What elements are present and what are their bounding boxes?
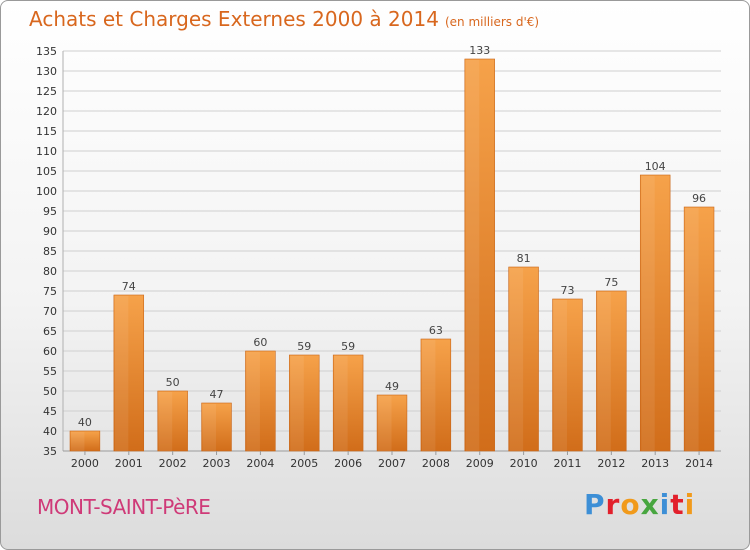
- logo-letter: o: [620, 488, 641, 521]
- bar-highlight: [246, 352, 260, 451]
- x-tick-label: 2010: [510, 457, 538, 470]
- y-tick-label: 95: [43, 205, 57, 218]
- bar-highlight: [378, 396, 392, 451]
- logo-letter: i: [684, 488, 696, 521]
- y-tick-label: 55: [43, 365, 57, 378]
- bar-2005: [289, 354, 320, 452]
- value-label: 49: [385, 380, 399, 393]
- value-label: 73: [560, 284, 574, 297]
- bar-2012: [596, 290, 627, 452]
- value-label: 60: [253, 336, 267, 349]
- y-tick-label: 50: [43, 385, 57, 398]
- chart-unit: (en milliers d'€): [444, 15, 540, 29]
- bar-highlight: [509, 268, 524, 451]
- y-axis-ticks: 35 40 45 50 55 60 65 70 75 80 85 90 95 100 105 110 115 12…: [36, 45, 57, 458]
- value-label: 63: [429, 324, 443, 337]
- x-tick-label: 2003: [203, 457, 231, 470]
- x-tick-label: 2000: [71, 457, 99, 470]
- x-tick-label: 2002: [159, 457, 187, 470]
- y-tick-label: 120: [36, 105, 57, 118]
- bar-2003: [201, 402, 232, 452]
- x-tick-label: 2001: [115, 457, 143, 470]
- y-tick-label: 70: [43, 305, 57, 318]
- logo-letter: r: [605, 488, 621, 521]
- x-tick-label: 2012: [597, 457, 625, 470]
- y-tick-label: 135: [36, 45, 57, 58]
- x-tick-label: 2005: [290, 457, 318, 470]
- y-tick-label: 100: [36, 185, 57, 198]
- bar-2006: [332, 354, 364, 452]
- value-label: 133: [469, 44, 490, 57]
- logo-letter: i: [659, 488, 671, 521]
- bar-2008: [420, 338, 452, 452]
- value-label: 59: [341, 340, 355, 353]
- bar-highlight: [465, 60, 480, 451]
- y-tick-label: 105: [36, 165, 57, 178]
- commune-name: MONT-SAINT-PèRE: [37, 495, 211, 519]
- chart-title: Achats et Charges Externes 2000 à 2014: [29, 7, 439, 31]
- y-tick-label: 60: [43, 345, 57, 358]
- bar-highlight: [202, 404, 217, 451]
- y-tick-label: 45: [43, 405, 57, 418]
- logo-letter: P: [584, 488, 606, 521]
- bar-2010: [508, 266, 539, 452]
- value-label: 81: [517, 252, 531, 265]
- logo-letter: t: [670, 488, 685, 521]
- bar-highlight: [421, 340, 436, 451]
- bar-highlight: [158, 392, 173, 451]
- value-label: 59: [297, 340, 311, 353]
- bar-highlight: [685, 208, 699, 451]
- bar-highlight: [641, 176, 655, 451]
- value-label: 40: [78, 416, 92, 429]
- y-tick-label: 35: [43, 445, 57, 458]
- value-label: 50: [166, 376, 180, 389]
- logo-letter: x: [640, 488, 660, 521]
- x-axis-ticks: 2000 2001 2002 2003 2004 2005 2006 2007 2008 2009…: [71, 451, 713, 470]
- bar-2011: [552, 298, 583, 452]
- bar-highlight: [290, 356, 304, 451]
- y-tick-label: 110: [36, 145, 57, 158]
- value-label: 74: [122, 280, 136, 293]
- value-label: 47: [210, 388, 224, 401]
- bar-2002: [157, 390, 188, 452]
- bar-2013: [639, 174, 671, 452]
- y-tick-label: 40: [43, 425, 57, 438]
- bar-highlight: [597, 292, 611, 451]
- y-tick-label: 90: [43, 225, 57, 238]
- bar-2009: [464, 58, 495, 452]
- y-tick-label: 130: [36, 65, 57, 78]
- y-tick-label: 75: [43, 285, 57, 298]
- value-label: 96: [692, 192, 706, 205]
- x-tick-label: 2006: [334, 457, 362, 470]
- bar-highlight: [334, 356, 348, 451]
- value-label: 104: [645, 160, 666, 173]
- bar-2004: [245, 350, 276, 452]
- x-tick-label: 2007: [378, 457, 406, 470]
- x-tick-label: 2004: [246, 457, 274, 470]
- value-labels: 40 74 50 47 60 59 59 49 63 133 81 73 75 104 96: [78, 44, 706, 429]
- bar-highlight: [114, 296, 129, 451]
- y-tick-label: 80: [43, 265, 57, 278]
- proxiti-logo: Proxiti: [584, 488, 695, 521]
- value-label: 75: [604, 276, 618, 289]
- y-tick-label: 85: [43, 245, 57, 258]
- x-tick-label: 2011: [553, 457, 581, 470]
- y-tick-label: 65: [43, 325, 57, 338]
- chart-title-block: Achats et Charges Externes 2000 à 2014 (e…: [29, 7, 539, 31]
- bar-highlight: [553, 300, 567, 451]
- bar-highlight: [71, 432, 85, 451]
- x-tick-label: 2013: [641, 457, 669, 470]
- bar-2014: [683, 206, 715, 452]
- x-tick-label: 2009: [466, 457, 494, 470]
- x-tick-label: 2014: [685, 457, 713, 470]
- bars: [69, 58, 715, 452]
- y-tick-label: 125: [36, 85, 57, 98]
- x-tick-label: 2008: [422, 457, 450, 470]
- y-tick-label: 115: [36, 125, 57, 138]
